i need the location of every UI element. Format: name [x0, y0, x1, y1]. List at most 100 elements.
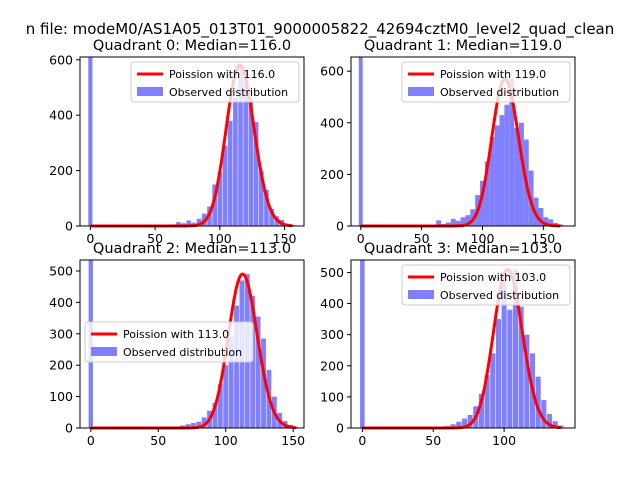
- subplot-title: Quadrant 2: Median=113.0: [93, 241, 291, 257]
- legend-fit-label: Poission with 119.0: [440, 68, 546, 81]
- legend: Poission with 113.0 Observed distribution: [84, 321, 254, 363]
- y-tick-label: 200: [49, 358, 73, 373]
- histogram-bar: [494, 125, 500, 226]
- histogram-bar: [507, 309, 513, 428]
- legend-observed-swatch: [408, 290, 434, 299]
- histogram-bar: [509, 78, 515, 226]
- histogram-bars: [170, 65, 295, 226]
- histogram-bar: [186, 220, 192, 226]
- histogram-bar: [238, 65, 243, 226]
- histogram-bar: [176, 222, 181, 226]
- x-tick-label: 50: [147, 231, 163, 246]
- histogram-bar: [484, 375, 490, 428]
- legend-box: [84, 321, 254, 363]
- histogram-bar: [541, 400, 547, 428]
- histogram-bar: [514, 127, 519, 226]
- y-tick-label: 400: [320, 115, 344, 130]
- histogram-bar: [465, 215, 471, 226]
- y-tick-label: 200: [49, 163, 73, 178]
- x-tick-label: 0: [358, 433, 366, 448]
- y-tick-label: 200: [320, 167, 344, 182]
- histogram-bar: [217, 171, 223, 226]
- x-tick-label: 50: [425, 433, 441, 448]
- subplot-0: Quadrant 0: Median=116.0 0 50 100 150 0 200 400…: [49, 38, 305, 246]
- histogram-bar: [201, 417, 207, 428]
- histogram-bar: [290, 224, 295, 226]
- histogram-bar: [250, 296, 256, 428]
- legend-fit-label: Poission with 103.0: [440, 271, 546, 284]
- axes-frame: [350, 259, 576, 429]
- histogram-bar: [190, 422, 196, 428]
- subplot-1: Quadrant 1: Median=119.0 0 50 100 150 0 200 400…: [320, 38, 576, 246]
- histogram-bar: [261, 338, 266, 428]
- y-tick-label: 100: [320, 389, 344, 404]
- legend-box: [401, 61, 571, 103]
- legend-fit-label: Poission with 116.0: [169, 68, 275, 81]
- histogram-bar: [223, 365, 229, 428]
- histogram-bar: [228, 336, 234, 428]
- subplot-title: Quadrant 0: Median=116.0: [93, 38, 291, 54]
- y-tick-label: 600: [49, 52, 73, 67]
- y-tick-label: 0: [336, 219, 344, 234]
- histogram-bar: [196, 421, 202, 428]
- y-tick-label: 500: [49, 263, 73, 278]
- histogram-bar: [255, 316, 261, 428]
- x-tick-label: 100: [214, 433, 238, 448]
- legend: Poission with 119.0 Observed distribution: [401, 61, 571, 103]
- histogram-bar: [484, 161, 490, 226]
- x-tick-label: 100: [471, 231, 495, 246]
- histogram-bar: [217, 384, 223, 428]
- histogram-bar: [227, 120, 233, 226]
- y-tick-label: 0: [336, 421, 344, 436]
- histogram-bar: [269, 208, 274, 226]
- legend-observed-swatch: [408, 87, 434, 96]
- zero-bin-spike-bar: [358, 57, 363, 226]
- histogram-bar: [460, 217, 466, 226]
- histogram-bar: [546, 414, 553, 428]
- y-tick-label: 0: [65, 219, 73, 234]
- histogram-bar: [436, 220, 442, 226]
- y-tick-label: 400: [49, 108, 73, 123]
- histogram-bar: [495, 319, 501, 428]
- histogram-bar: [548, 219, 554, 226]
- histogram-bar: [243, 70, 249, 226]
- histogram-bar: [264, 189, 269, 226]
- x-tick-label: 150: [531, 231, 555, 246]
- y-tick-label: 600: [320, 64, 344, 79]
- legend-box: [130, 61, 300, 103]
- histogram-bar: [445, 222, 451, 226]
- histogram-bar: [196, 218, 202, 226]
- zero-bin-spike-bar: [88, 57, 93, 226]
- histogram-bar: [212, 184, 217, 226]
- histogram-bar: [185, 424, 191, 428]
- histogram-bar: [524, 334, 530, 428]
- legend: Poission with 103.0 Observed distribution: [401, 264, 571, 306]
- legend-observed-label: Observed distribution: [123, 346, 242, 359]
- histogram-bar: [512, 269, 519, 428]
- x-tick-label: 150: [273, 231, 297, 246]
- axes-frame: [79, 259, 305, 429]
- histogram-bar: [535, 376, 541, 428]
- x-tick-label: 0: [86, 231, 94, 246]
- histogram-bar: [499, 115, 505, 226]
- y-tick-label: 100: [49, 389, 73, 404]
- legend-observed-label: Observed distribution: [169, 86, 288, 99]
- histogram-bar: [248, 98, 254, 226]
- x-tick-label: 0: [87, 433, 95, 448]
- legend-observed-label: Observed distribution: [440, 86, 559, 99]
- x-tick-label: 150: [281, 433, 305, 448]
- subplot-3: Quadrant 3: Median=103.0 0 50 100 0 100 200 300…: [320, 241, 576, 448]
- legend-observed-swatch: [91, 347, 117, 356]
- histogram-bar: [490, 353, 496, 428]
- x-tick-label: 0: [357, 231, 365, 246]
- histogram-bar: [455, 220, 461, 226]
- legend-box: [401, 264, 571, 306]
- x-tick-label: 50: [414, 231, 430, 246]
- zero-bin-spike-bar: [360, 260, 365, 428]
- histogram-bar: [233, 97, 238, 226]
- subplot-2: Quadrant 2: Median=113.0 0 50 100 150 0 100 200…: [49, 241, 305, 448]
- histogram-bar: [253, 122, 259, 226]
- y-tick-label: 300: [49, 326, 73, 341]
- histogram-bar: [450, 424, 456, 428]
